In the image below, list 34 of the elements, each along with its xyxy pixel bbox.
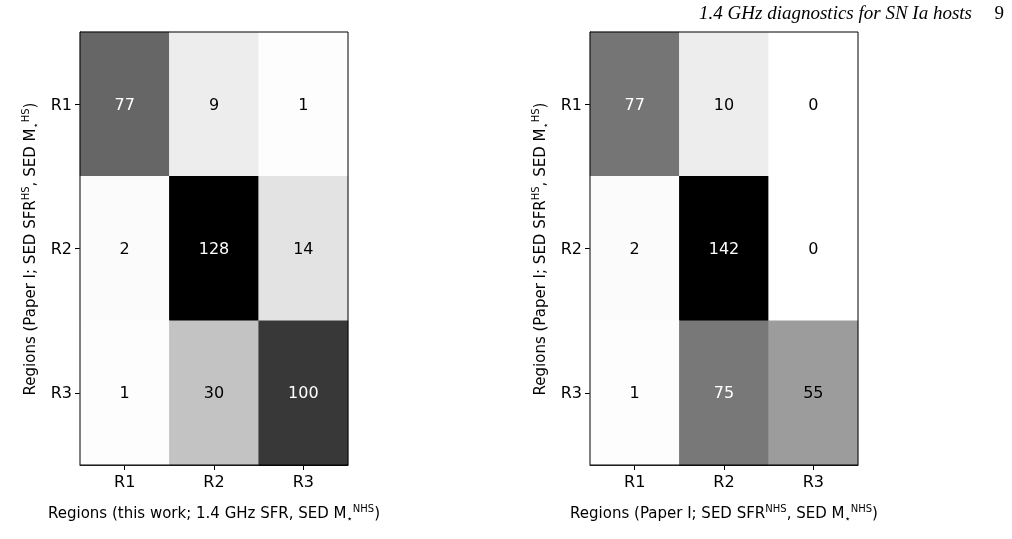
- y-tick-label: R3: [560, 383, 582, 403]
- data-label: 100: [288, 383, 319, 403]
- y-tick-label: R2: [560, 239, 582, 258]
- data-label: 1: [298, 94, 309, 114]
- data-label: 2: [629, 239, 640, 258]
- y-tick-label: R1: [50, 94, 72, 114]
- data-label: 0: [808, 239, 819, 258]
- data-label: 128: [198, 239, 230, 258]
- x-tick-label: R1: [624, 471, 646, 491]
- x-tick-label: R2: [713, 471, 735, 491]
- data-label: 142: [708, 239, 740, 258]
- data-label: 1: [119, 383, 130, 403]
- y-tick-label: R3: [50, 383, 72, 403]
- x-axis-title: Regions (Paper I; SED SFR$^{NHS}$, SED M$_{⋆}$$^{NHS}$): [570, 503, 878, 524]
- text: 1.4 GHz diagnostics for SN Ia hosts: [699, 2, 972, 24]
- text: 9: [994, 2, 1004, 24]
- data-label: 10: [713, 94, 735, 114]
- data-label: 30: [203, 383, 225, 403]
- data-label: 14: [293, 239, 314, 258]
- data-label: 77: [624, 94, 645, 114]
- data-label: 1: [629, 383, 640, 403]
- data-label: 77: [114, 94, 135, 114]
- data-label: 2: [119, 239, 130, 258]
- y-tick-label: R1: [560, 94, 582, 114]
- x-tick-label: R1: [114, 471, 136, 491]
- x-tick-label: R3: [292, 471, 314, 491]
- data-label: 75: [713, 383, 735, 403]
- data-label: 0: [808, 94, 819, 114]
- data-label: 9: [208, 94, 220, 114]
- x-tick-label: R2: [203, 471, 225, 491]
- y-tick-label: R2: [50, 239, 72, 258]
- x-tick-label: R3: [802, 471, 824, 491]
- x-axis-title: Regions (this work; 1.4 GHz SFR, SED M$_{⋆}$$^{NHS}$): [47, 503, 381, 524]
- data-label: 55: [803, 383, 824, 403]
